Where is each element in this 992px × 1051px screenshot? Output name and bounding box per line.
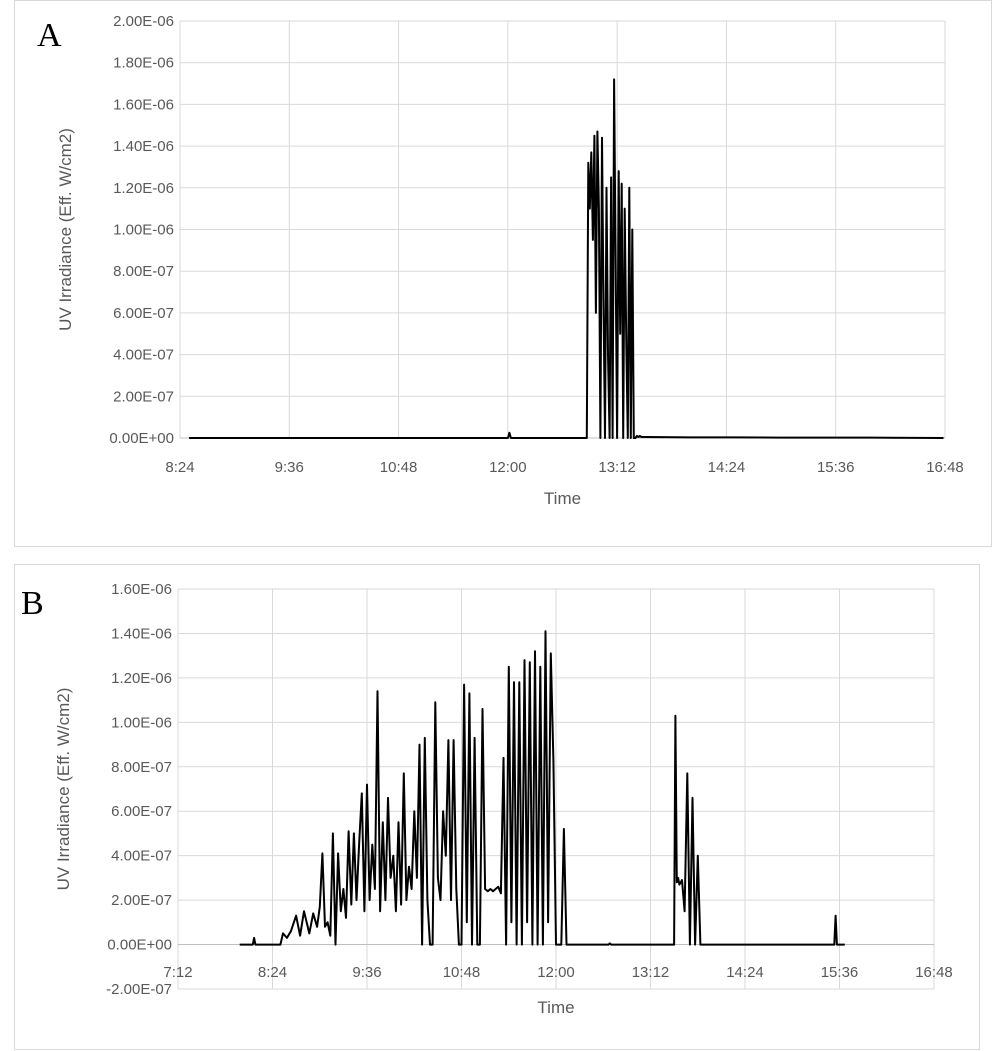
y-tick-label: 1.00E-06 <box>113 222 174 239</box>
y-tick-label: 1.20E-06 <box>111 670 172 687</box>
y-tick-label: 2.00E-07 <box>111 892 172 909</box>
x-tick-label: 13:12 <box>598 459 636 476</box>
y-tick-label: 2.00E-06 <box>113 13 174 30</box>
x-tick-label: 8:24 <box>258 964 287 981</box>
y-axis-title: UV Irradiance (Eff. W/cm2) <box>54 688 73 891</box>
uv-irradiance-chart-b: -2.00E-07 0.00E+00 2.00E-07 4.00E-07 6.00E-0… <box>54 581 953 1017</box>
x-tick-label: 15:36 <box>821 964 859 981</box>
y-tick-label: 1.60E-06 <box>113 96 174 113</box>
x-tick-label: 12:00 <box>489 459 527 476</box>
x-tick-label: 16:48 <box>915 964 953 981</box>
chart-panel-a: A 0.00E+00 2.00E-07 4.00E-07 6.00E-07 8.00E-… <box>14 0 992 547</box>
y-tick-label: 1.40E-06 <box>111 625 172 642</box>
y-tick-label: 6.00E-07 <box>111 803 172 820</box>
y-tick-label: 8.00E-07 <box>111 759 172 776</box>
y-tick-label: 6.00E-07 <box>113 305 174 322</box>
y-tick-label: 1.20E-06 <box>113 180 174 197</box>
y-tick-label: 0.00E+00 <box>109 430 174 447</box>
x-tick-label: 7:12 <box>163 964 192 981</box>
x-tick-label: 9:36 <box>275 459 304 476</box>
y-tick-label: 1.00E-06 <box>111 714 172 731</box>
uv-irradiance-series-line <box>239 630 845 946</box>
y-tick-label: 8.00E-07 <box>113 263 174 280</box>
chart-panel-b: B -2.00E-07 0.00E+00 2.00E-07 4.00E-07 6.00E… <box>14 564 980 1050</box>
y-tick-label: 4.00E-07 <box>113 347 174 364</box>
y-tick-label: 0.00E+00 <box>107 937 172 954</box>
x-tick-label: 13:12 <box>632 964 670 981</box>
y-tick-label: 1.60E-06 <box>111 581 172 598</box>
x-tick-label: 12:00 <box>537 964 575 981</box>
x-tick-label: 10:48 <box>380 459 418 476</box>
x-tick-label: 14:24 <box>708 459 746 476</box>
x-tick-label: 8:24 <box>165 459 194 476</box>
x-tick-label: 10:48 <box>443 964 481 981</box>
uv-irradiance-chart-a: 0.00E+00 2.00E-07 4.00E-07 6.00E-07 8.00E-07… <box>56 13 964 508</box>
panel-label: B <box>21 585 44 622</box>
y-axis-title: UV Irradiance (Eff. W/cm2) <box>56 128 75 331</box>
x-tick-label: 16:48 <box>926 459 964 476</box>
uv-irradiance-series-line <box>189 78 944 439</box>
x-tick-label: 9:36 <box>352 964 381 981</box>
y-tick-label: -2.00E-07 <box>106 981 172 998</box>
x-tick-label: 15:36 <box>817 459 855 476</box>
panel-label: A <box>37 17 62 54</box>
x-axis-title: Time <box>537 998 574 1017</box>
x-tick-label: 14:24 <box>726 964 764 981</box>
y-tick-label: 1.80E-06 <box>113 55 174 72</box>
y-tick-label: 4.00E-07 <box>111 848 172 865</box>
y-tick-label: 1.40E-06 <box>113 138 174 155</box>
x-axis-title: Time <box>544 489 581 508</box>
y-tick-label: 2.00E-07 <box>113 388 174 405</box>
